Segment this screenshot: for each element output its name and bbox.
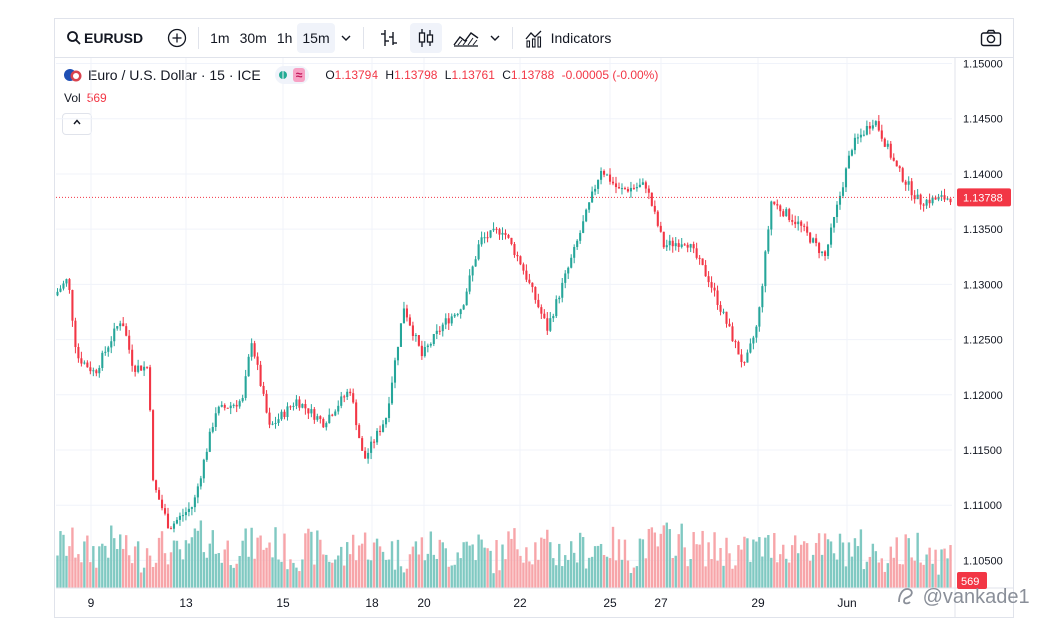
- status-dot-icon: [278, 71, 287, 79]
- interval-15m[interactable]: 15m: [297, 23, 335, 53]
- bar-style-icon: [380, 30, 397, 46]
- symbol-search-button[interactable]: EURUSD: [61, 23, 148, 53]
- add-symbol-icon: [167, 28, 187, 48]
- collapse-legend-button[interactable]: [62, 113, 92, 135]
- interval-30m-label: 30m: [239, 30, 267, 46]
- area-style-button[interactable]: [448, 23, 484, 53]
- chart-legend: Euro / U.S. Dollar · 15 · ICE ≈ O1.13794…: [64, 66, 658, 84]
- candles-icon: [418, 29, 433, 47]
- interval-1m[interactable]: 1m: [205, 23, 234, 53]
- add-symbol-button[interactable]: [162, 23, 192, 53]
- chart-toolbar: EURUSD 1m 30m 1h 15m Indicators: [55, 19, 1013, 58]
- change-value: -0.00005 (-0.00%): [561, 68, 659, 82]
- high-label: H: [385, 68, 395, 82]
- market-status-pill[interactable]: ≈: [274, 66, 310, 84]
- close-value: 1.13788: [510, 68, 555, 82]
- bar-style-button[interactable]: [374, 23, 404, 53]
- toolbar-separator: [362, 27, 364, 49]
- open-label: O: [325, 68, 335, 82]
- interval-1h[interactable]: 1h: [272, 23, 298, 53]
- toolbar-separator: [198, 27, 200, 49]
- interval-dropdown[interactable]: [335, 23, 357, 53]
- volume-label: Vol: [64, 91, 81, 105]
- low-label: L: [444, 68, 452, 82]
- snapshot-button[interactable]: [975, 23, 1007, 53]
- symbol-title[interactable]: Euro / U.S. Dollar · 15 · ICE: [88, 67, 261, 83]
- indicators-button[interactable]: Indicators: [519, 23, 617, 53]
- watermark-text: @vankade1: [922, 586, 1030, 608]
- interval-15m-label: 15m: [302, 30, 330, 46]
- toolbar-separator: [511, 27, 513, 49]
- close-label: C: [502, 68, 511, 82]
- low-value: 1.13761: [451, 68, 495, 82]
- volume-legend: Vol 569: [64, 91, 107, 105]
- chevron-down-icon: [490, 35, 500, 41]
- ohlc-values: O1.13794 H1.13798 L1.13761 C1.13788 -0.0…: [325, 68, 658, 82]
- chart-style-dropdown[interactable]: [484, 23, 506, 53]
- currency-flags-icon: [64, 69, 82, 82]
- open-value: 1.13794: [334, 68, 379, 82]
- camera-icon: [980, 29, 1002, 47]
- interval-1h-label: 1h: [276, 30, 293, 46]
- search-icon: [67, 31, 81, 45]
- chevron-down-icon: [341, 35, 351, 41]
- platform-logo-icon: [898, 588, 913, 605]
- delayed-data-icon: ≈: [292, 68, 306, 82]
- area-style-icon: [453, 32, 479, 47]
- interval-1m-label: 1m: [210, 30, 230, 46]
- watermark: @vankade1: [895, 585, 1030, 609]
- indicators-icon: [525, 30, 542, 48]
- symbol-label: EURUSD: [84, 30, 144, 46]
- chart-frame: [54, 18, 1014, 618]
- volume-value: 569: [86, 91, 107, 105]
- chevron-up-icon: [73, 119, 81, 125]
- high-value: 1.13798: [394, 68, 438, 82]
- candles-style-button[interactable]: [409, 23, 442, 53]
- indicators-label: Indicators: [550, 30, 612, 46]
- interval-30m[interactable]: 30m: [235, 23, 272, 53]
